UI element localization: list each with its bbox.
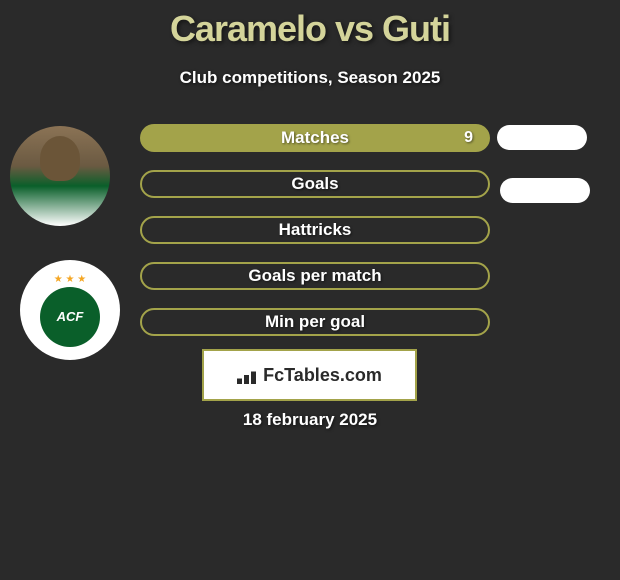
subtitle: Club competitions, Season 2025 bbox=[0, 68, 620, 88]
stat-label: Min per goal bbox=[265, 312, 365, 332]
stat-label: Goals per match bbox=[248, 266, 381, 286]
stat-label: Matches bbox=[281, 128, 349, 148]
fctables-label: FcTables.com bbox=[263, 365, 382, 386]
page-title: Caramelo vs Guti bbox=[0, 0, 620, 50]
club-badge-text: ACF bbox=[40, 287, 100, 347]
stat-value: 9 bbox=[464, 129, 473, 147]
date-line: 18 february 2025 bbox=[0, 410, 620, 430]
player-avatar bbox=[10, 126, 110, 226]
opponent-pill-goals bbox=[500, 178, 590, 203]
fctables-logo: FcTables.com bbox=[202, 349, 417, 401]
club-badge: ★ ★ ★ ACF bbox=[20, 260, 120, 360]
club-stars-icon: ★ ★ ★ bbox=[54, 274, 86, 285]
stat-label: Goals bbox=[291, 174, 338, 194]
stat-bar-goals: Goals bbox=[140, 170, 490, 198]
stat-bar-matches: Matches 9 bbox=[140, 124, 490, 152]
stat-bar-hattricks: Hattricks bbox=[140, 216, 490, 244]
stat-label: Hattricks bbox=[279, 220, 352, 240]
opponent-pill-matches bbox=[497, 125, 587, 150]
stat-bar-min-per-goal: Min per goal bbox=[140, 308, 490, 336]
stats-container: Matches 9 Goals Hattricks Goals per matc… bbox=[140, 124, 490, 354]
stat-bar-goals-per-match: Goals per match bbox=[140, 262, 490, 290]
